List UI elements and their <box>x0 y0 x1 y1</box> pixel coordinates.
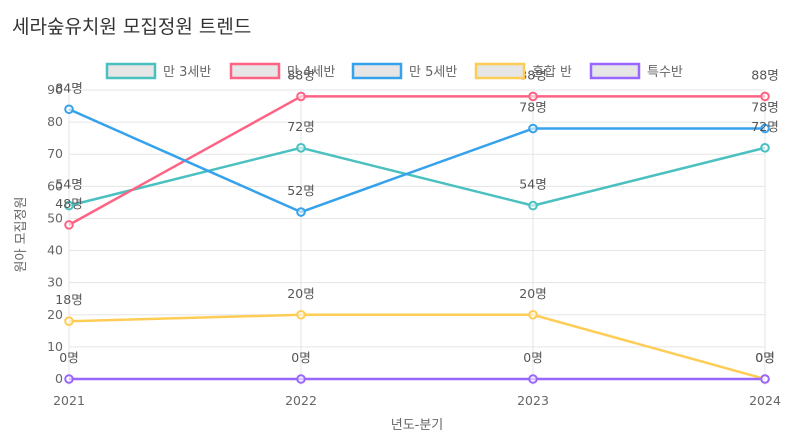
legend[interactable]: 만 3세반 만 4세반 만 5세반 혼합 반 특수반 <box>105 62 683 80</box>
data-label: 54명 <box>519 177 546 192</box>
axis-title-layer: 년도-분기 원아 모집정원 <box>14 197 443 433</box>
data-label: 48명 <box>55 196 82 211</box>
y-tick-label: 20 <box>47 307 63 322</box>
x-tick-label: 2022 <box>285 393 317 408</box>
legend-label: 만 5세반 <box>409 65 457 80</box>
data-point[interactable] <box>64 316 74 327</box>
data-point[interactable] <box>760 143 770 153</box>
series-line <box>68 313 766 381</box>
x-axis-title: 년도-분기 <box>391 418 444 433</box>
data-point[interactable] <box>296 91 306 102</box>
legend-item[interactable]: 특수반 <box>589 62 683 80</box>
y-tick-label: 10 <box>47 339 63 354</box>
legend-item[interactable]: 만 4세반 <box>229 62 335 80</box>
data-label: 72명 <box>751 119 778 134</box>
data-label: 72명 <box>287 119 314 134</box>
data-point[interactable] <box>64 374 74 384</box>
legend-swatch <box>351 62 403 80</box>
legend-label: 특수반 <box>647 65 683 80</box>
tick-layer: 0 10 20 30 40 50 60 70 80 90 2021 2022 2023 2024 <box>47 82 781 408</box>
data-point[interactable] <box>64 220 74 230</box>
legend-swatch <box>589 62 641 80</box>
data-point[interactable] <box>64 104 74 115</box>
data-point[interactable] <box>760 374 770 384</box>
legend-swatch <box>474 62 526 80</box>
data-label: 78명 <box>519 100 546 115</box>
data-point[interactable] <box>296 143 306 153</box>
data-label: 20명 <box>519 286 546 301</box>
data-point[interactable] <box>528 200 538 211</box>
y-tick-label: 40 <box>47 243 63 258</box>
legend-label: 만 4세반 <box>287 65 335 80</box>
series-line <box>68 95 765 226</box>
data-label: 88명 <box>287 67 314 82</box>
data-label: 84명 <box>55 80 82 95</box>
legend-item[interactable]: 혼합 반 <box>474 62 572 80</box>
legend-swatch <box>229 62 281 80</box>
data-label: 88명 <box>519 67 546 82</box>
data-point[interactable] <box>296 374 306 384</box>
legend-label: 혼합 반 <box>532 65 572 80</box>
data-label: 54명 <box>55 177 82 192</box>
data-label: 0명 <box>59 350 78 365</box>
data-point[interactable] <box>64 200 74 211</box>
data-label: 18명 <box>55 292 82 307</box>
series-lines <box>68 95 766 381</box>
data-point[interactable] <box>760 123 770 134</box>
data-label: 20명 <box>287 286 314 301</box>
series-line <box>68 146 766 207</box>
series-points <box>64 91 770 384</box>
data-point[interactable] <box>296 207 306 217</box>
legend-label: 만 3세반 <box>163 65 211 80</box>
data-point[interactable] <box>760 91 770 102</box>
legend-item[interactable]: 만 3세반 <box>105 62 211 80</box>
data-label: 0명 <box>755 350 774 365</box>
y-tick-label: 30 <box>47 275 63 290</box>
chart-title: 세라숲유치원 모집정원 트렌드 <box>12 16 252 38</box>
data-point[interactable] <box>528 123 538 134</box>
data-label: 78명 <box>751 100 778 115</box>
y-tick-label: 0 <box>55 371 63 386</box>
x-tick-label: 2024 <box>749 393 781 408</box>
data-point[interactable] <box>528 309 538 320</box>
y-tick-label: 50 <box>47 210 63 225</box>
data-point[interactable] <box>528 374 538 384</box>
grid-layer <box>68 89 766 385</box>
y-tick-label: 60 <box>47 178 63 193</box>
y-tick-label: 80 <box>47 114 63 129</box>
data-labels: 54명 72명 54명 72명 48명 88명 88명 88명 84명 52명 78명 78명 18명 2… <box>55 67 778 365</box>
data-label: 0명 <box>523 350 542 365</box>
data-label: 52명 <box>287 183 314 198</box>
data-label: 88명 <box>751 67 778 82</box>
x-tick-label: 2023 <box>517 393 549 408</box>
legend-swatch <box>105 62 157 80</box>
data-label: 0명 <box>755 350 774 365</box>
series-line <box>68 108 765 214</box>
y-axis-title: 원아 모집정원 <box>14 197 29 273</box>
data-label: 0명 <box>291 350 310 365</box>
data-point[interactable] <box>528 91 538 102</box>
x-tick-label: 2021 <box>53 393 85 408</box>
y-tick-label: 90 <box>47 82 63 97</box>
legend-item[interactable]: 만 5세반 <box>351 62 457 80</box>
data-point[interactable] <box>296 309 306 320</box>
y-tick-label: 70 <box>47 146 63 161</box>
